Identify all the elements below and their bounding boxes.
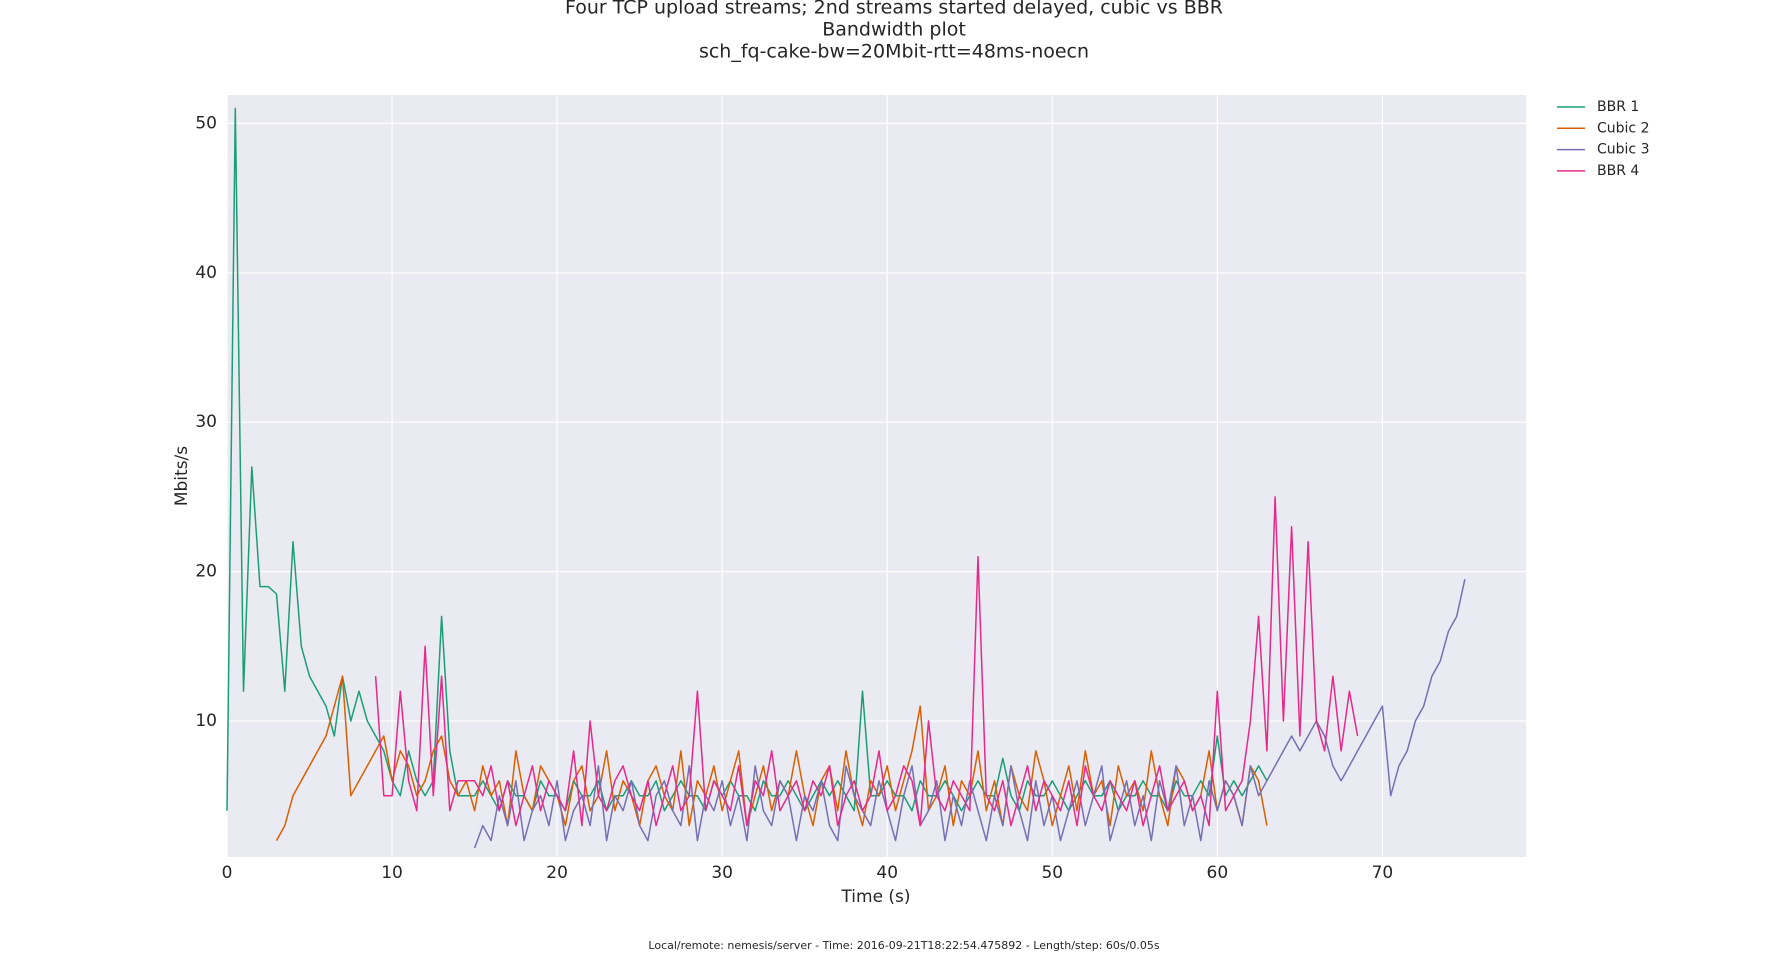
legend-label: Cubic 2 <box>1597 120 1649 136</box>
x-tick-label: 50 <box>1041 863 1063 883</box>
y-axis-label: Mbits/s <box>172 446 192 506</box>
x-tick-label: 30 <box>711 863 733 883</box>
series-line <box>275 675 1268 841</box>
x-tick-label: 60 <box>1207 863 1229 883</box>
x-tick-label: 10 <box>381 863 403 883</box>
x-tick-label: 70 <box>1372 863 1394 883</box>
y-tick-label: 20 <box>195 562 217 582</box>
legend-label: Cubic 3 <box>1597 142 1649 158</box>
x-tick-label: 20 <box>546 863 568 883</box>
series-line <box>473 578 1466 849</box>
plot-area <box>227 95 1526 857</box>
legend-label: BBR 4 <box>1597 163 1639 179</box>
footer: Local/remote: nemesis/server - Time: 201… <box>648 939 1159 952</box>
series-line <box>374 496 1359 827</box>
chart-title: Four TCP upload streams; 2nd streams sta… <box>565 0 1223 19</box>
y-tick-label: 40 <box>195 263 217 283</box>
x-tick-label: 40 <box>876 863 898 883</box>
lines <box>226 107 1466 849</box>
x-tick-label: 0 <box>222 863 233 883</box>
y-tick-label: 50 <box>195 113 217 133</box>
x-axis-label: Time (s) <box>840 887 910 907</box>
y-tick-label: 30 <box>195 412 217 432</box>
y-tick-label: 10 <box>195 711 217 731</box>
chart-subtitle: sch_fq-cake-bw=20Mbit-rtt=48ms-noecn <box>699 41 1089 63</box>
labels: 0 10 20 30 40 50 60 70 10 20 30 40 50 BBR 1 Cubic 2 Cub… <box>195 99 1649 883</box>
chart-subtitle: Bandwidth plot <box>822 19 966 41</box>
legend-label: BBR 1 <box>1597 99 1639 115</box>
